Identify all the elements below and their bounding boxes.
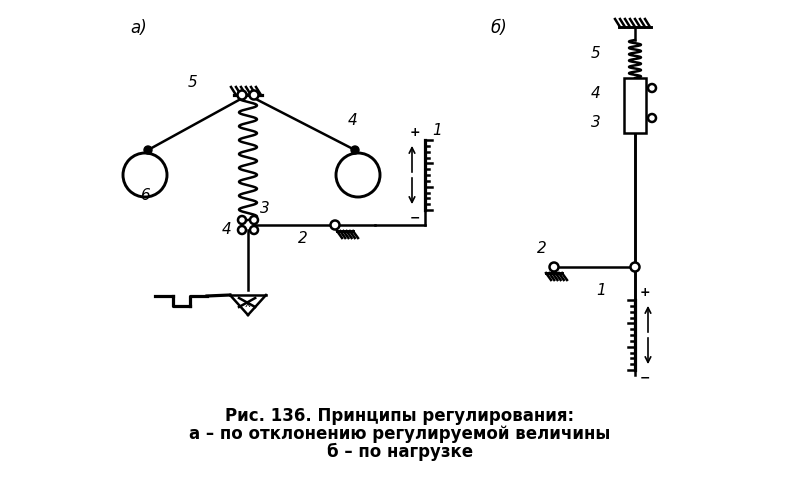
Circle shape bbox=[330, 220, 339, 230]
Circle shape bbox=[250, 226, 258, 234]
Text: б): б) bbox=[490, 19, 506, 37]
Text: Рис. 136. Принципы регулирования:: Рис. 136. Принципы регулирования: bbox=[226, 407, 574, 425]
Text: 4: 4 bbox=[222, 222, 232, 237]
Circle shape bbox=[550, 262, 558, 271]
Text: −: − bbox=[410, 211, 420, 224]
Circle shape bbox=[250, 91, 258, 99]
Text: 1: 1 bbox=[432, 123, 442, 138]
Text: +: + bbox=[410, 126, 420, 139]
Circle shape bbox=[123, 153, 167, 197]
Text: 5: 5 bbox=[591, 46, 601, 61]
Circle shape bbox=[336, 153, 380, 197]
Text: −: − bbox=[640, 371, 650, 384]
Text: 4: 4 bbox=[348, 113, 358, 128]
Text: x: x bbox=[245, 299, 251, 309]
Circle shape bbox=[250, 216, 258, 224]
Circle shape bbox=[351, 146, 359, 154]
Text: б – по нагрузке: б – по нагрузке bbox=[327, 443, 473, 461]
Text: 3: 3 bbox=[260, 201, 270, 216]
Circle shape bbox=[238, 226, 246, 234]
Circle shape bbox=[238, 216, 246, 224]
Circle shape bbox=[630, 262, 639, 271]
Text: а – по отклонению регулируемой величины: а – по отклонению регулируемой величины bbox=[190, 425, 610, 443]
Text: 5: 5 bbox=[188, 75, 198, 90]
Circle shape bbox=[238, 91, 246, 99]
Text: 4: 4 bbox=[591, 86, 601, 101]
Text: 2: 2 bbox=[298, 231, 308, 246]
Circle shape bbox=[144, 146, 152, 154]
Text: 6: 6 bbox=[140, 188, 150, 203]
Text: 1: 1 bbox=[596, 283, 606, 298]
Text: +: + bbox=[640, 286, 650, 299]
Circle shape bbox=[648, 114, 656, 122]
Text: а): а) bbox=[130, 19, 146, 37]
Circle shape bbox=[648, 84, 656, 92]
Text: 3: 3 bbox=[591, 115, 601, 130]
Bar bbox=[624, 78, 646, 133]
Text: 2: 2 bbox=[537, 241, 546, 256]
